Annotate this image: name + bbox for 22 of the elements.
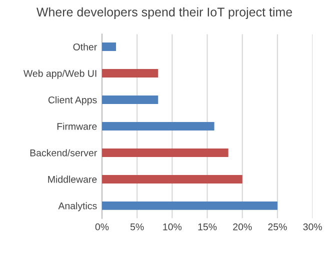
x-tick-label: 0%: [95, 223, 109, 230]
y-tick-label: Analytics: [58, 202, 97, 212]
y-tick-label: Backend/server: [30, 149, 97, 156]
y-tick-label: Other: [73, 43, 97, 50]
y-tick-label: Client Apps: [48, 96, 97, 106]
bar: [102, 174, 242, 184]
bar: [102, 122, 214, 130]
chart-title: Where developers spend their IoT project time: [36, 7, 292, 19]
y-tick-label: Web app/Web UI: [23, 70, 96, 79]
x-tick-label: 5%: [130, 223, 144, 230]
x-tick-label: 20%: [233, 223, 252, 230]
y-tick-label: Middleware: [48, 176, 97, 183]
bar: [102, 201, 278, 210]
bar: [102, 96, 158, 104]
bar: [102, 69, 158, 78]
y-tick-label: Firmware: [57, 122, 97, 130]
x-tick-label: 15%: [198, 223, 217, 230]
x-tick-label: 10%: [163, 223, 182, 230]
x-tick-label: 30%: [303, 223, 322, 230]
x-tick-label: 25%: [268, 223, 287, 230]
bar: [102, 148, 228, 157]
bar: [102, 42, 116, 52]
